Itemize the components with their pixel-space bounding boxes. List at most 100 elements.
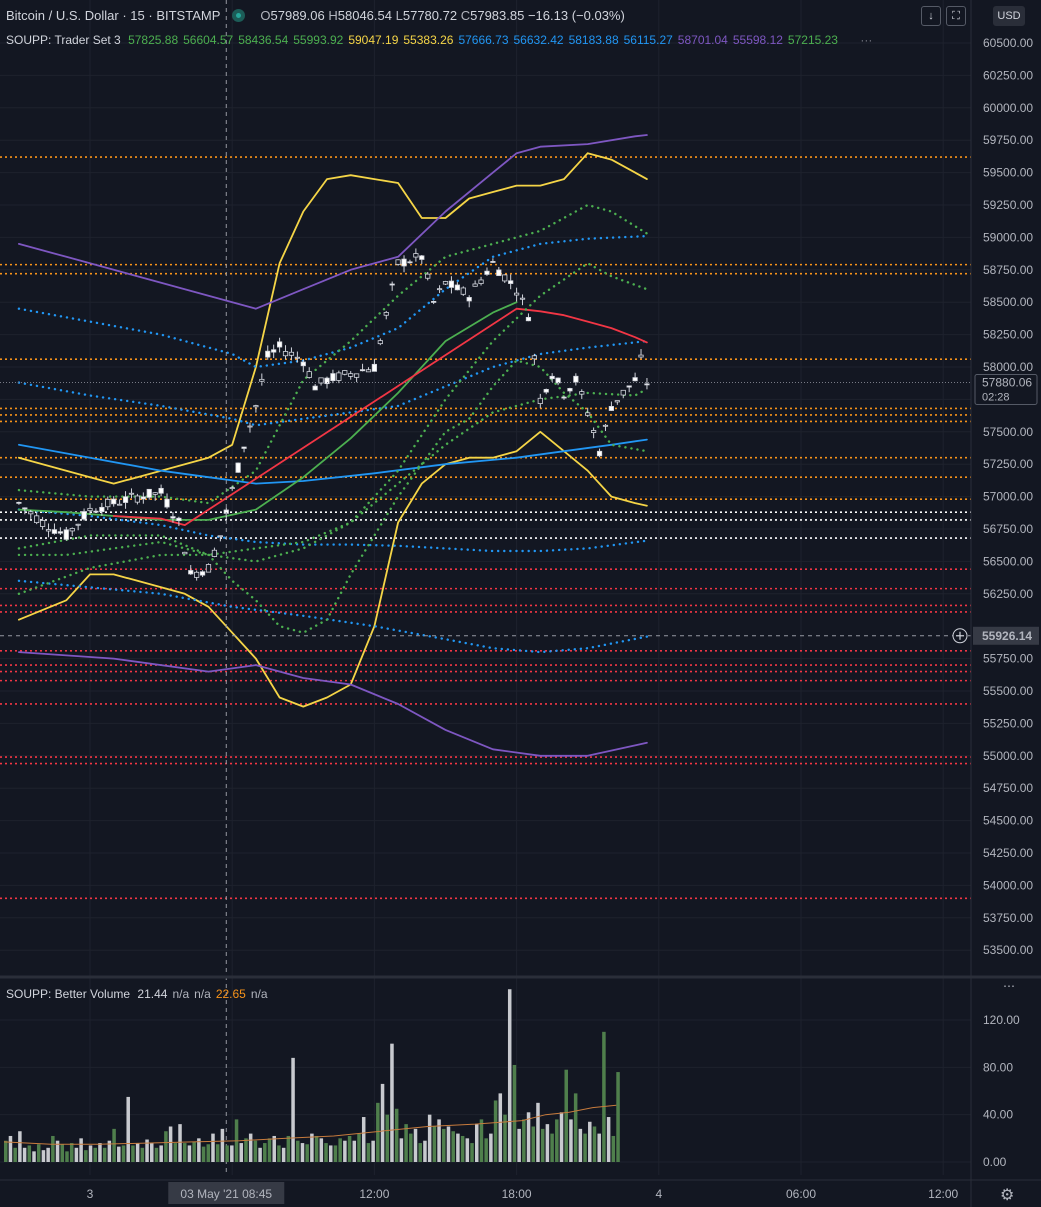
candle-body-2 [28, 511, 34, 515]
candle-body-76 [466, 297, 472, 302]
indicator-value-6: 57666.73 [458, 33, 509, 47]
candle-body-16 [111, 498, 117, 505]
volume-bar-106 [503, 1114, 507, 1162]
volume-bar-128 [606, 1117, 611, 1162]
volume-bar-110 [522, 1119, 526, 1162]
candle-body-22 [146, 488, 152, 498]
candle-body-31 [199, 571, 206, 576]
candle-body-58 [359, 369, 366, 372]
candle-body-75 [460, 287, 466, 295]
volume-ma-line [3, 1104, 617, 1145]
candle-body-20 [134, 495, 140, 503]
volume-bar-47 [225, 1145, 229, 1162]
volume-bar-121 [573, 1093, 578, 1162]
candle-body-49 [306, 371, 312, 378]
volume-bar-104 [493, 1100, 498, 1162]
symbol-title[interactable]: Bitcoin / U.S. Dollar [6, 8, 119, 23]
volume-bar-45 [215, 1144, 220, 1162]
volume-bar-109 [517, 1128, 521, 1162]
volume-bar-91 [432, 1126, 437, 1162]
volume-bar-90 [427, 1114, 432, 1162]
volume-indicator-value-3: 22.65 [215, 987, 246, 1001]
candle-body-62 [383, 312, 389, 316]
countdown-label: 02:28 [982, 392, 1010, 404]
ohlc-change: −16.13 (−0.03%) [527, 8, 625, 23]
price-tick-20: 55250.00 [983, 716, 1033, 730]
volume-bar-86 [409, 1133, 413, 1162]
currency-button[interactable]: USD [993, 6, 1025, 26]
candle-body-95 [579, 391, 585, 395]
time-label-0: 3 [87, 1187, 94, 1201]
volume-bar-103 [489, 1133, 493, 1162]
symbol-header: Bitcoin / U.S. Dollar · 15 · BITSTAMP O5… [6, 8, 625, 23]
volume-indicator-title[interactable]: SOUPP: Better Volume [6, 987, 131, 1001]
add-alert-icon[interactable] [952, 628, 968, 644]
candle-body-3 [34, 515, 40, 523]
interval-label[interactable]: 15 [130, 8, 145, 23]
candle-body-27 [176, 517, 182, 522]
candle-body-0 [16, 501, 22, 504]
volume-bar-67 [319, 1138, 324, 1162]
candle-body-100 [608, 406, 615, 411]
series-line-3 [18, 651, 648, 757]
indicator-value-4: 59047.19 [348, 33, 399, 47]
candles [16, 248, 650, 581]
candle-body-14 [99, 506, 105, 512]
candle-body-92 [561, 396, 567, 399]
candle-body-101 [614, 400, 620, 403]
volume-bar-22 [107, 1140, 112, 1162]
price-tick-26: 53750.00 [983, 911, 1033, 925]
candle-body-66 [407, 261, 413, 264]
candle-body-63 [389, 283, 395, 286]
volume-bar-81 [385, 1114, 390, 1162]
candle-body-85 [519, 297, 526, 300]
grid-lines [0, 0, 971, 1175]
price-tick-0: 60500.00 [983, 36, 1033, 50]
candle-body-106 [644, 383, 650, 386]
candle-body-39 [247, 425, 253, 428]
indicator-value-2: 58436.54 [238, 33, 289, 47]
series-line-5 [17, 339, 649, 427]
indicator-title[interactable]: SOUPP: Trader Set 3 [6, 33, 121, 47]
price-tick-21: 55000.00 [983, 749, 1033, 763]
ohlc-close: 57983.85 [470, 8, 525, 23]
volume-bar-75 [357, 1133, 361, 1162]
candle-body-12 [87, 507, 93, 512]
candle-body-80 [490, 261, 496, 263]
fullscreen-button[interactable]: ⛶ [946, 6, 966, 26]
volume-bar-32 [154, 1147, 159, 1162]
arrow-down-icon: ↓ [928, 10, 934, 22]
settings-gear-icon[interactable]: ⚙ [1000, 1187, 1014, 1204]
price-tick-25: 54000.00 [983, 878, 1033, 892]
volume-bar-40 [192, 1141, 196, 1162]
volume-bar-120 [569, 1119, 573, 1162]
indicator-value-1: 56604.57 [183, 33, 234, 47]
price-tick-3: 59750.00 [983, 133, 1033, 147]
candle-body-84 [514, 292, 520, 296]
volume-bar-36 [173, 1143, 178, 1162]
volume-bar-114 [540, 1128, 545, 1162]
candle-body-15 [105, 498, 111, 508]
volume-bar-63 [300, 1143, 305, 1162]
volume-pane-menu-icon[interactable]: ⋯ [1003, 979, 1015, 993]
candle-body-36 [229, 487, 235, 489]
indicator-more-button[interactable]: ··· [860, 33, 873, 47]
volume-bar-130 [616, 1072, 620, 1162]
volume-bar-87 [413, 1128, 418, 1162]
volume-bar-14 [69, 1143, 74, 1162]
volume-bar-55 [263, 1143, 267, 1162]
candle-body-60 [371, 363, 378, 372]
volume-bar-16 [79, 1138, 83, 1162]
scroll-down-button[interactable]: ↓ [921, 6, 941, 26]
volume-bar-58 [277, 1145, 281, 1162]
candle-body-69 [425, 273, 431, 279]
price-tick-8: 58500.00 [983, 295, 1033, 309]
price-axis: 60500.00 60250.00 60000.00 59750.00 59500.00… [983, 36, 1033, 957]
candle-body-82 [502, 274, 508, 282]
volume-bar-76 [361, 1117, 366, 1162]
volume-bar-80 [380, 1083, 385, 1162]
volume-bar-126 [597, 1133, 601, 1162]
crosshair-price-badge: 55926.14 [973, 626, 1039, 645]
indicator-values: 57825.88 56604.57 58436.54 55993.92 59047.19… [128, 33, 843, 47]
